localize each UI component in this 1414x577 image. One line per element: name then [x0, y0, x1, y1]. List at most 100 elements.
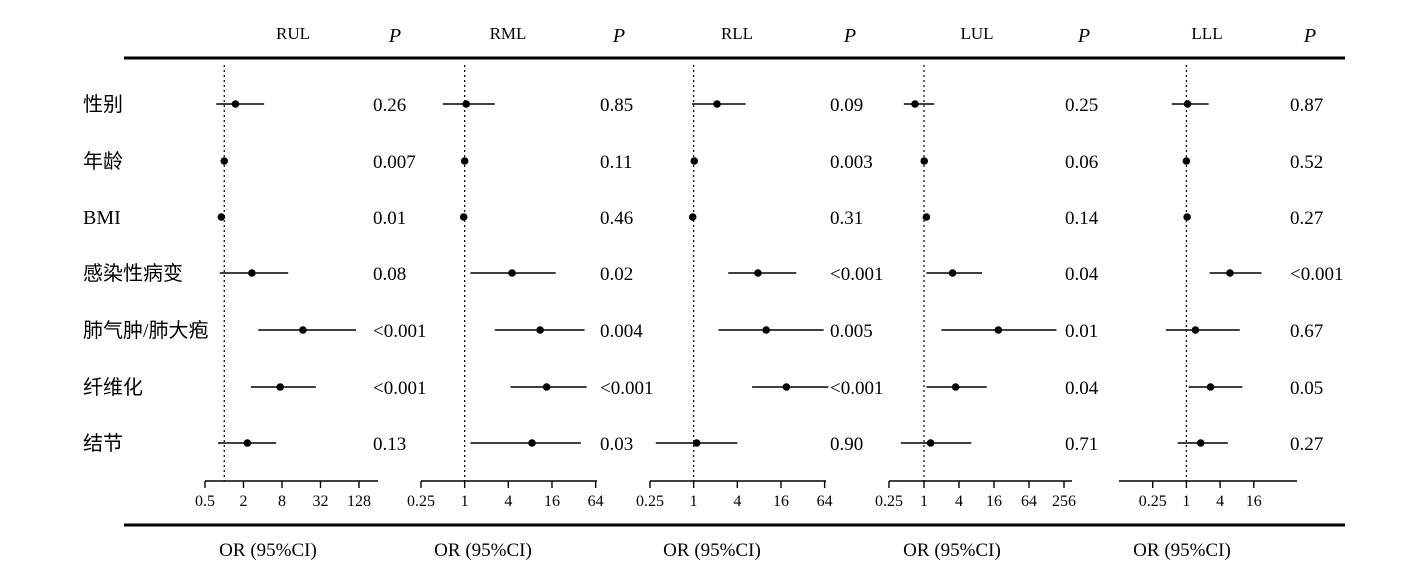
x-axis-label: OR (95%CI) [434, 540, 532, 561]
or-point [1183, 213, 1191, 221]
or-point [1226, 269, 1234, 277]
panel-lll: LLL P 0.87 0.52 0.27 <0.001 0.67 0.05 0.27 0.25 1 4… [1119, 24, 1343, 561]
x-tick-label: 4 [955, 493, 963, 510]
p-value: 0.46 [600, 208, 633, 229]
p-value: 0.26 [373, 95, 406, 116]
row-label: 纤维化 [83, 376, 143, 399]
p-value: 0.27 [1290, 208, 1323, 229]
x-tick-label: 256 [1052, 493, 1076, 510]
or-point [688, 213, 697, 221]
panel-title: RUL [276, 24, 310, 43]
x-tick-label: 1 [920, 493, 928, 510]
x-tick-label: 4 [1216, 493, 1224, 510]
or-point [542, 383, 551, 391]
p-value: 0.007 [373, 152, 416, 173]
p-value: <0.001 [1290, 264, 1343, 285]
x-tick-label: 2 [240, 493, 248, 510]
x-axis-label: OR (95%CI) [1133, 540, 1231, 561]
panel-rml: RML P 0.85 0.11 0.46 0.02 0.004 <0.001 0.03 0.25 1… [407, 24, 653, 561]
or-point [948, 269, 957, 277]
x-tick-label: 8 [278, 493, 286, 510]
p-value: 0.09 [830, 95, 863, 116]
p-value: 0.14 [1065, 208, 1099, 229]
x-tick-label: 16 [986, 493, 1002, 510]
x-tick-label: 0.25 [875, 493, 903, 510]
forest-panels: RUL P 0.26 0.007 0.01 0.08 <0.001 <0.001 0.13 0.5… [195, 24, 1343, 561]
p-value: 0.13 [373, 434, 406, 455]
x-tick-label: 64 [1021, 493, 1037, 510]
or-point [536, 326, 544, 334]
p-value: 0.08 [373, 264, 406, 285]
p-value: 0.85 [600, 95, 633, 116]
p-value: 0.02 [600, 264, 633, 285]
or-point [460, 157, 469, 165]
or-point [299, 326, 307, 334]
p-value: 0.04 [1065, 378, 1099, 399]
row-label: BMI [83, 207, 121, 229]
p-header: P [1077, 25, 1090, 47]
or-point [782, 383, 791, 391]
p-value: 0.87 [1290, 95, 1323, 116]
or-point [994, 326, 1003, 334]
panel-lul: LUL P 0.25 0.06 0.14 0.04 0.01 0.04 0.71 0.25 1 4 16… [875, 24, 1099, 561]
p-header: P [612, 25, 625, 47]
or-point [459, 213, 468, 221]
p-value: 0.04 [1065, 264, 1099, 285]
or-point [762, 326, 770, 334]
panel-rll: RLL P 0.09 0.003 0.31 <0.001 0.005 <0.001 0.90 0.… [636, 24, 883, 561]
or-point [1196, 439, 1205, 447]
x-tick-label: 1 [461, 493, 469, 510]
x-tick-label: 16 [773, 493, 789, 510]
p-value: 0.03 [600, 434, 633, 455]
or-point [1191, 326, 1200, 334]
p-value: 0.31 [830, 208, 863, 229]
x-tick-label: 128 [347, 493, 371, 510]
x-tick-label: 0.25 [407, 493, 435, 510]
p-value: <0.001 [373, 378, 426, 399]
row-label: 肺气肿/肺大疱 [83, 319, 209, 342]
or-point [217, 213, 226, 221]
p-value: <0.001 [830, 264, 883, 285]
p-value: 0.11 [600, 152, 633, 173]
x-tick-label: 1 [690, 493, 698, 510]
x-tick-label: 64 [588, 493, 604, 510]
p-value: 0.71 [1065, 434, 1098, 455]
or-point [922, 213, 931, 221]
p-value: 0.01 [373, 208, 406, 229]
or-point [1206, 383, 1215, 391]
x-tick-label: 4 [504, 493, 512, 510]
p-value: <0.001 [373, 321, 426, 342]
x-tick-label: 1 [1182, 493, 1190, 510]
or-point [248, 269, 256, 277]
p-value: 0.27 [1290, 434, 1323, 455]
p-value: 0.25 [1065, 95, 1098, 116]
panel-title: LUL [960, 24, 993, 43]
p-header: P [1303, 25, 1316, 47]
x-tick-label: 0.5 [195, 493, 215, 510]
x-tick-label: 64 [817, 493, 833, 510]
panel-title: RLL [721, 24, 753, 43]
or-point [528, 439, 536, 447]
row-label: 感染性病变 [83, 262, 183, 285]
row-label: 性别 [83, 93, 123, 116]
p-value: 0.67 [1290, 321, 1323, 342]
or-point [508, 269, 516, 277]
row-label: 年龄 [83, 150, 123, 173]
or-point [754, 269, 762, 277]
p-value: 0.06 [1065, 152, 1098, 173]
p-value: <0.001 [600, 378, 653, 399]
x-tick-label: 32 [313, 493, 329, 510]
x-tick-label: 16 [1246, 493, 1262, 510]
or-point [692, 439, 701, 447]
or-point [926, 439, 935, 447]
row-label: 结节 [83, 432, 123, 455]
p-value: 0.003 [830, 152, 873, 173]
p-value: <0.001 [830, 378, 883, 399]
or-point [951, 383, 960, 391]
or-point [231, 100, 240, 108]
x-axis-label: OR (95%CI) [663, 540, 761, 561]
or-point [1183, 100, 1192, 108]
or-point [220, 157, 229, 165]
